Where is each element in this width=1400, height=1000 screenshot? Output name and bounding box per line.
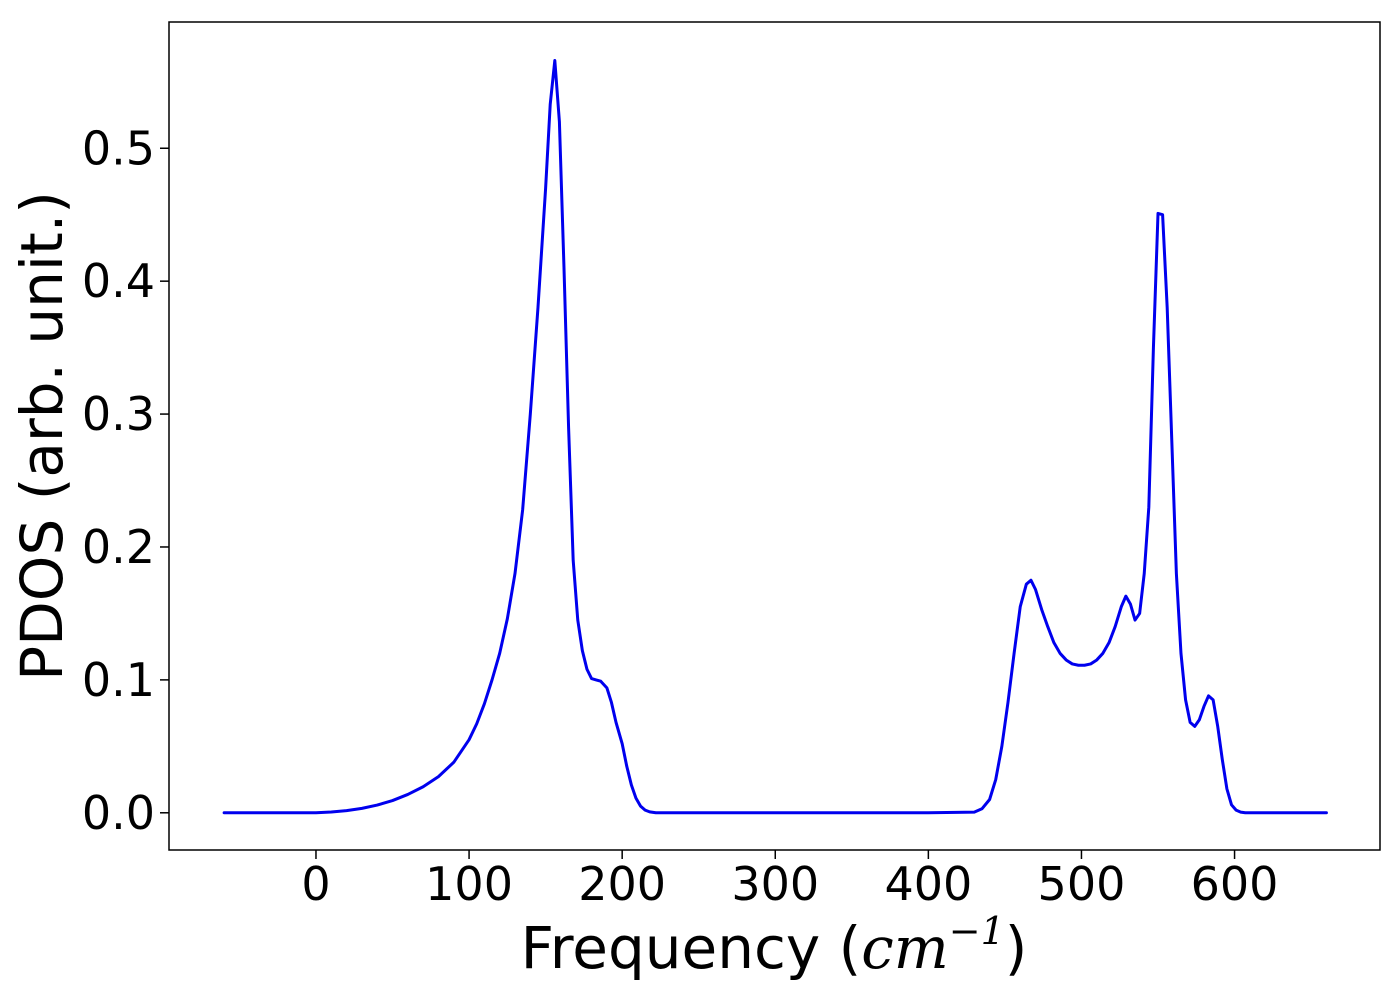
x-axis-ticks: 0 100 200 300 400 500 600 — [301, 850, 1278, 911]
x-tick-label: 500 — [1038, 857, 1126, 911]
y-axis-title: PDOS (arb. unit.) — [8, 191, 76, 681]
x-tick-label: 300 — [731, 857, 819, 911]
x-axis-title-unit: cm — [861, 914, 948, 982]
x-tick-label: 400 — [884, 857, 972, 911]
y-tick-label: 0.5 — [82, 121, 155, 175]
x-axis-title: Frequency (cm−1) — [521, 909, 1028, 982]
x-tick-label: 200 — [578, 857, 666, 911]
x-axis-title-exponent: −1 — [949, 909, 1005, 953]
y-tick-label: 0.0 — [82, 786, 155, 840]
plot-area-frame — [168, 21, 1381, 851]
x-axis-title-prefix: Frequency ( — [521, 914, 862, 982]
pdos-series-line — [222, 59, 1328, 815]
y-axis-ticks: 0.0 0.1 0.2 0.3 0.4 0.5 — [82, 121, 169, 840]
x-tick-label: 0 — [301, 857, 330, 911]
x-tick-label: 100 — [425, 857, 513, 911]
y-tick-label: 0.1 — [82, 653, 155, 707]
x-axis-title-suffix: ) — [1005, 914, 1028, 982]
x-tick-label: 600 — [1191, 857, 1279, 911]
y-tick-label: 0.4 — [82, 254, 155, 308]
y-tick-label: 0.2 — [82, 520, 155, 574]
y-tick-label: 0.3 — [82, 387, 155, 441]
